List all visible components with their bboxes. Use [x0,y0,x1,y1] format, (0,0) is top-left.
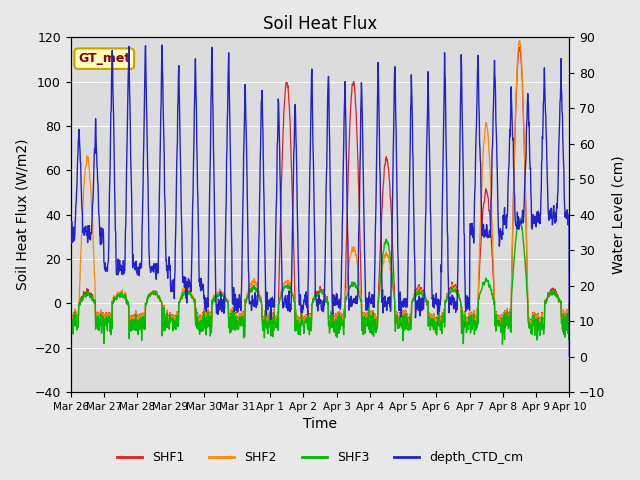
Y-axis label: Soil Heat Flux (W/m2): Soil Heat Flux (W/m2) [15,139,29,290]
Legend: SHF1, SHF2, SHF3, depth_CTD_cm: SHF1, SHF2, SHF3, depth_CTD_cm [112,446,528,469]
X-axis label: Time: Time [303,418,337,432]
Title: Soil Heat Flux: Soil Heat Flux [263,15,377,33]
Text: GT_met: GT_met [78,52,131,65]
Y-axis label: Water Level (cm): Water Level (cm) [611,156,625,274]
